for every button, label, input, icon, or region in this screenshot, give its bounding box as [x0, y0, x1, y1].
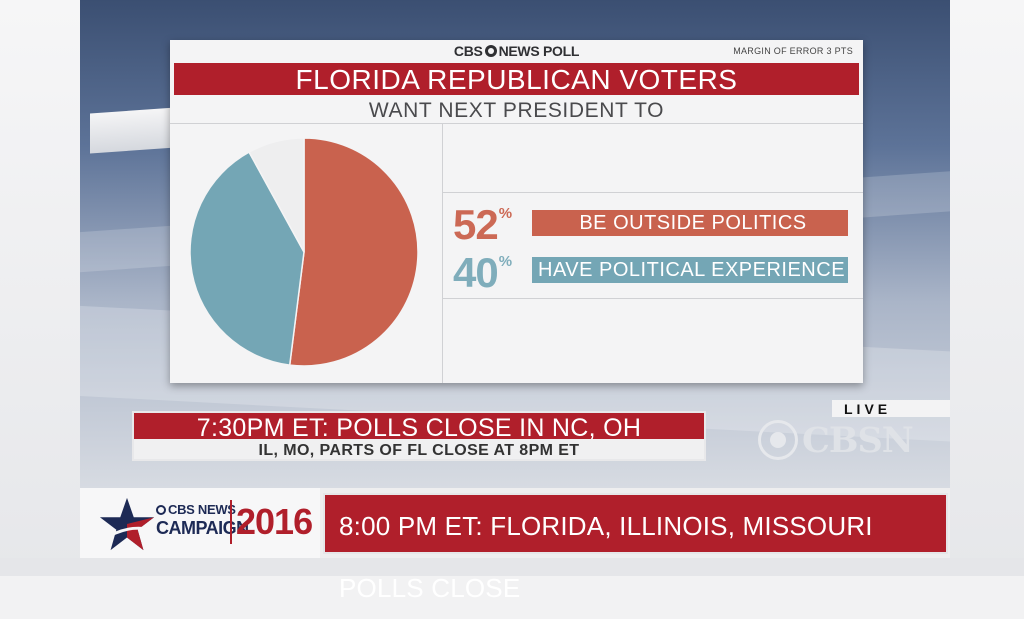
lower-third-headline: 8:00 PM ET: FLORIDA, ILLINOIS, MISSOURI … — [323, 493, 948, 603]
pie-slice-0 — [288, 137, 419, 367]
poll-brand-cbs: CBS — [453, 43, 483, 59]
star-icon — [99, 497, 155, 551]
margin-of-error: MARGIN OF ERROR 3 PTS — [733, 46, 853, 56]
divider — [442, 123, 443, 383]
right-pillar — [950, 0, 1024, 576]
ticker-main: 7:30PM ET: POLLS CLOSE IN NC, OH — [132, 411, 706, 442]
poll-title: FLORIDA REPUBLICAN VOTERS — [174, 63, 859, 95]
ticker-sub: IL, MO, PARTS OF FL CLOSE AT 8PM ET — [132, 439, 706, 461]
legend-value-outside-suffix: % — [498, 205, 512, 222]
cbs-eye-icon — [484, 45, 497, 57]
divider — [442, 192, 863, 193]
poll-subtitle: WANT NEXT PRESIDENT TO — [368, 99, 665, 122]
pie-slice-2 — [248, 137, 305, 253]
legend-label-experience: HAVE POLITICAL EXPERIENCE — [532, 257, 848, 283]
brand-cbs-news-text: CBS NEWS — [168, 502, 236, 517]
live-badge: LIVE — [832, 400, 950, 417]
left-pillar — [0, 0, 80, 576]
campaign-brand: CBS NEWS CAMPAIGN 2016 — [80, 488, 320, 558]
legend-value-experience-suffix: % — [498, 253, 512, 270]
legend-value-experience-number: 40 — [453, 249, 499, 296]
footer-strip — [0, 558, 1024, 576]
poll-brand: CBS NEWS POLL — [170, 43, 863, 59]
cbs-eye-icon — [758, 420, 798, 460]
pie-chart-svg — [189, 137, 419, 367]
poll-card: CBS NEWS POLL MARGIN OF ERROR 3 PTS FLORI… — [170, 40, 863, 383]
brand-cbs-news: CBS NEWS — [156, 502, 236, 517]
brand-campaign: CAMPAIGN — [156, 518, 249, 538]
legend-value-outside: 52% — [453, 201, 512, 249]
legend-label-outside: BE OUTSIDE POLITICS — [532, 210, 848, 236]
cbsn-wordmark: CBSN — [802, 420, 914, 461]
brand-year: 2016 — [230, 500, 313, 544]
divider — [442, 298, 863, 299]
divider — [170, 123, 863, 124]
poll-brand-news-poll: NEWS POLL — [498, 43, 580, 59]
cbs-eye-icon — [156, 505, 166, 515]
pie-chart — [188, 136, 420, 368]
cbsn-logo: CBSN — [758, 418, 948, 462]
legend-value-experience: 40% — [453, 249, 512, 297]
lower-third: CBS NEWS CAMPAIGN 2016 8:00 PM ET: FLORI… — [80, 488, 950, 603]
legend-value-outside-number: 52 — [453, 201, 499, 248]
pie-slice-1 — [189, 151, 305, 366]
